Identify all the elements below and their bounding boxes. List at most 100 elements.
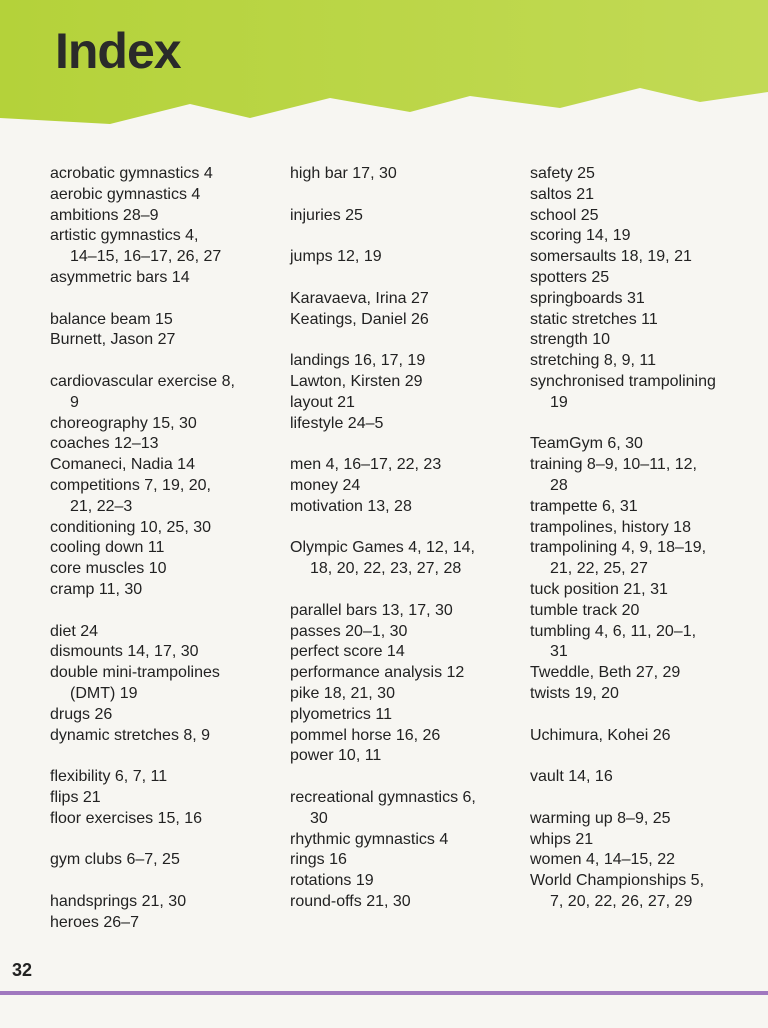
index-entry: trampette 6, 31 [530,497,716,518]
index-entry: Uchimura, Kohei 26 [530,726,716,747]
index-column: acrobatic gymnastics 4 aerobic gymnastics… [50,164,235,954]
index-entry: vault 14, 16 [530,767,716,788]
index-entry: school 25 [530,206,716,227]
index-entry: jumps 12, 19 [290,247,476,268]
entry-continuation: 31 [550,643,568,661]
index-entry: power 10, 11 [290,746,476,767]
entry-text: pike 18, 21, 30 [290,684,395,702]
index-group: Olympic Games 4, 12, 14, 18, 20, 22, 23, … [290,538,476,580]
entry-text: Tweddle, Beth 27, 29 [530,664,681,682]
index-entry: high bar 17, 30 [290,164,476,185]
index-entry: motivation 13, 28 [290,497,476,518]
entry-text: tuck position 21, 31 [530,580,668,598]
entry-text: flips 21 [50,788,101,806]
index-entry: choreography 15, 30 [50,414,235,435]
index-entry: synchronised trampolining 19 [530,372,716,414]
index-entry: conditioning 10, 25, 30 [50,518,235,539]
entry-text: Burnett, Jason 27 [50,331,176,349]
index-entry: round-offs 21, 30 [290,892,476,913]
entry-text: synchronised trampolining [530,372,716,390]
index-entry: safety 25 [530,164,716,185]
index-group: jumps 12, 19 [290,247,476,268]
entry-text: recreational gymnastics 6, [290,788,476,806]
entry-continuation: 7, 20, 22, 26, 27, 29 [550,892,693,910]
index-entry: pike 18, 21, 30 [290,684,476,705]
index-entry: rotations 19 [290,871,476,892]
index-entry: Lawton, Kirsten 29 [290,372,476,393]
index-entry: dismounts 14, 17, 30 [50,642,235,663]
entry-text: pommel horse 16, 26 [290,726,441,744]
entry-continuation: 19 [550,393,568,411]
entry-text: scoring 14, 19 [530,227,631,245]
index-entry: diet 24 [50,622,235,643]
entry-text: dismounts 14, 17, 30 [50,643,199,661]
index-group: flexibility 6, 7, 11 flips 21 floor exerci… [50,767,235,829]
entry-text: round-offs 21, 30 [290,892,411,910]
entry-text: handsprings 21, 30 [50,892,187,910]
index-group: handsprings 21, 30 heroes 26–7 [50,892,235,934]
entry-text: training 8–9, 10–11, 12, [530,456,697,474]
entry-text: parallel bars 13, 17, 30 [290,601,453,619]
entry-text: coaches 12–13 [50,435,159,453]
index-group: warming up 8–9, 25 whips 21 women 4, 14–15… [530,809,716,913]
index-entry: lifestyle 24–5 [290,414,476,435]
index-group: men 4, 16–17, 22, 23 money 24 motivation 1… [290,455,476,517]
entry-text: Olympic Games 4, 12, 14, [290,539,475,557]
entry-text: men 4, 16–17, 22, 23 [290,456,442,474]
entry-text: competitions 7, 19, 20, [50,476,211,494]
index-entry: rhythmic gymnastics 4 [290,830,476,851]
entry-continuation: 30 [310,809,328,827]
index-entry: perfect score 14 [290,642,476,663]
entry-text: TeamGym 6, 30 [530,435,643,453]
entry-text: cooling down 11 [50,539,165,557]
index-entry: scoring 14, 19 [530,226,716,247]
index-entry: plyometrics 11 [290,705,476,726]
index-column: high bar 17, 30 injuries 25 jumps 12, 19 Ka… [290,164,476,933]
entry-continuation: 21, 22, 25, 27 [550,560,648,578]
index-group: diet 24 dismounts 14, 17, 30 double mini-t… [50,622,235,747]
index-column: safety 25 saltos 21 school 25 scoring 14, 1… [530,164,716,933]
entry-text: somersaults 18, 19, 21 [530,248,692,266]
entry-text: lifestyle 24–5 [290,414,384,432]
index-entry: twists 19, 20 [530,684,716,705]
page-number: 32 [12,960,33,980]
entry-text: drugs 26 [50,705,113,723]
index-entry: injuries 25 [290,206,476,227]
index-entry: recreational gymnastics 6, 30 [290,788,476,830]
index-entry: somersaults 18, 19, 21 [530,247,716,268]
index-entry: strength 10 [530,330,716,351]
index-group: Karavaeva, Irina 27 Keatings, Daniel 26 [290,289,476,331]
entry-text: springboards 31 [530,289,645,307]
index-entry: tumble track 20 [530,601,716,622]
entry-text: stretching 8, 9, 11 [530,352,656,370]
index-entry: dynamic stretches 8, 9 [50,726,235,747]
entry-continuation: (DMT) 19 [70,684,138,702]
index-entry: Comaneci, Nadia 14 [50,455,235,476]
index-entry: passes 20–1, 30 [290,622,476,643]
entry-continuation: 18, 20, 22, 23, 27, 28 [310,560,462,578]
entry-text: women 4, 14–15, 22 [530,851,675,869]
entry-text: money 24 [290,476,361,494]
index-entry: drugs 26 [50,705,235,726]
entry-text: trampette 6, 31 [530,497,638,515]
index-entry: springboards 31 [530,289,716,310]
entry-text: school 25 [530,206,599,224]
index-group: landings 16, 17, 19 Lawton, Kirsten 29 lay… [290,351,476,434]
index-group: gym clubs 6–7, 25 [50,850,235,871]
index-entry: Burnett, Jason 27 [50,330,235,351]
index-entry: static stretches 11 [530,310,716,331]
index-entry: TeamGym 6, 30 [530,434,716,455]
entry-text: high bar 17, 30 [290,165,397,182]
page-title: Index [55,23,182,79]
index-group: balance beam 15 Burnett, Jason 27 [50,310,235,352]
entry-text: heroes 26–7 [50,913,139,931]
entry-text: double mini-trampolines [50,664,220,682]
index-entry: cramp 11, 30 [50,580,235,601]
footer-rule [0,991,768,995]
entry-text: vault 14, 16 [530,768,613,786]
index-entry: floor exercises 15, 16 [50,809,235,830]
index-entry: stretching 8, 9, 11 [530,351,716,372]
entry-text: saltos 21 [530,185,595,203]
index-group: acrobatic gymnastics 4 aerobic gymnastics… [50,164,235,289]
